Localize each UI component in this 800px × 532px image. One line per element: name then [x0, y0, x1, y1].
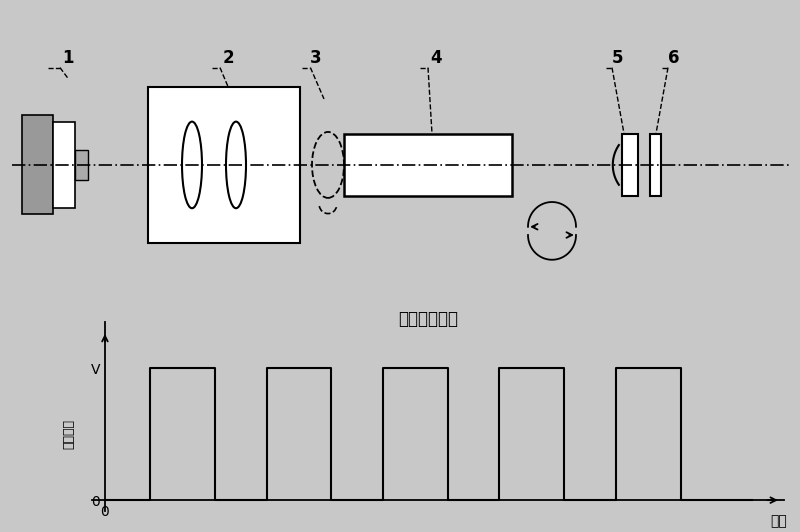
Text: 电信号波形图: 电信号波形图 — [398, 311, 458, 328]
Text: 2: 2 — [222, 49, 234, 66]
Text: 4: 4 — [430, 49, 442, 66]
Bar — [148, 87, 300, 243]
Bar — [622, 134, 638, 196]
Bar — [75, 150, 88, 180]
Text: 时间: 时间 — [770, 514, 787, 529]
Text: 1: 1 — [62, 49, 74, 66]
Text: 电信号幅: 电信号幅 — [63, 419, 76, 449]
Polygon shape — [650, 134, 661, 196]
Ellipse shape — [226, 122, 246, 208]
Text: 5: 5 — [612, 49, 623, 66]
Bar — [53, 122, 75, 208]
Bar — [344, 134, 512, 196]
Ellipse shape — [182, 122, 202, 208]
Text: 3: 3 — [310, 49, 322, 66]
Text: 6: 6 — [668, 49, 679, 66]
Bar — [22, 115, 53, 214]
